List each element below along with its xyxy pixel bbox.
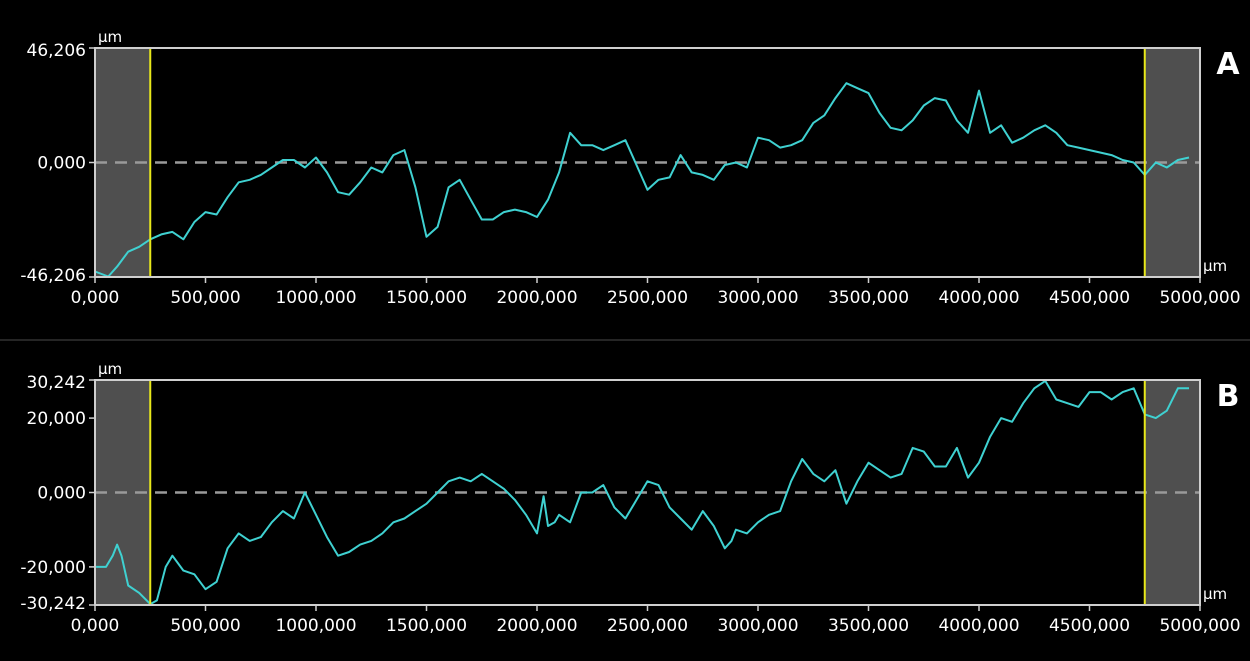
panel-b-x-tick-label: 3000,000 [717,616,798,636]
panel-a-label: A [1216,47,1240,82]
panel-a-x-tick-label: 3500,000 [828,288,909,308]
panel-a-y-tick-label: -46,206 [20,266,86,286]
panel-a-x-tick-label: 0,000 [71,288,120,308]
panel-a-x-tick-label: 2000,000 [496,288,577,308]
panel-b-y-unit-top: µm [98,360,122,378]
panel-a-excluded-region [1144,48,1200,277]
panel-b-y-unit-bottom: µm [1203,585,1227,603]
panel-a-x-tick-label: 2500,000 [607,288,688,308]
panel-b-x-tick-label: 1500,000 [386,616,467,636]
panel-a-y-unit-bottom: µm [1203,257,1227,275]
panel-b-x-tick-label: 2000,000 [496,616,577,636]
panel-a-x-tick-label: 5000,000 [1159,288,1240,308]
panel-a-y-tick-label: 46,206 [27,41,86,61]
panel-b-label: B [1217,379,1240,414]
panel-b-x-tick-label: 5000,000 [1159,616,1240,636]
panel-a-x-tick-label: 4500,000 [1049,288,1130,308]
panel-b-y-tick-label: 30,242 [27,373,86,393]
panel-a-x-tick-label: 1500,000 [386,288,467,308]
panel-b-profile-line [95,379,1189,606]
panel-b-x-tick-label: 0,000 [71,616,120,636]
panel-b: µm µm B 30,242 20,000 0,000 -20,000 -30,… [20,360,1240,636]
panel-b-y-tick-label: -30,242 [20,594,86,614]
panel-a-x-tick-label: 4000,000 [938,288,1019,308]
panel-b-x-tick-label: 2500,000 [607,616,688,636]
panel-a-x-tick-label: 1000,000 [275,288,356,308]
panel-b-x-tick-label: 500,000 [170,616,240,636]
panel-a-x-tick-label: 3000,000 [717,288,798,308]
panel-b-x-tick-label: 4000,000 [938,616,1019,636]
panel-b-y-tick-label: -20,000 [20,558,86,578]
panel-a-profile-line [94,82,1190,278]
panel-b-y-tick-label: 20,000 [27,409,86,429]
panel-b-x-tick-label: 4500,000 [1049,616,1130,636]
panel-b-y-tick-label: 0,000 [37,484,86,504]
panel-a-y-unit-top: µm [98,28,122,46]
panel-a: µm µm A 46,206 0,000 -46,206 0,000 500,0… [20,28,1240,308]
panel-a-x-tick-label: 500,000 [170,288,240,308]
panel-b-x-tick-label: 1000,000 [275,616,356,636]
panel-b-x-tick-label: 3500,000 [828,616,909,636]
panel-b-excluded-region [1144,380,1200,605]
panel-a-y-tick-label: 0,000 [37,154,86,174]
